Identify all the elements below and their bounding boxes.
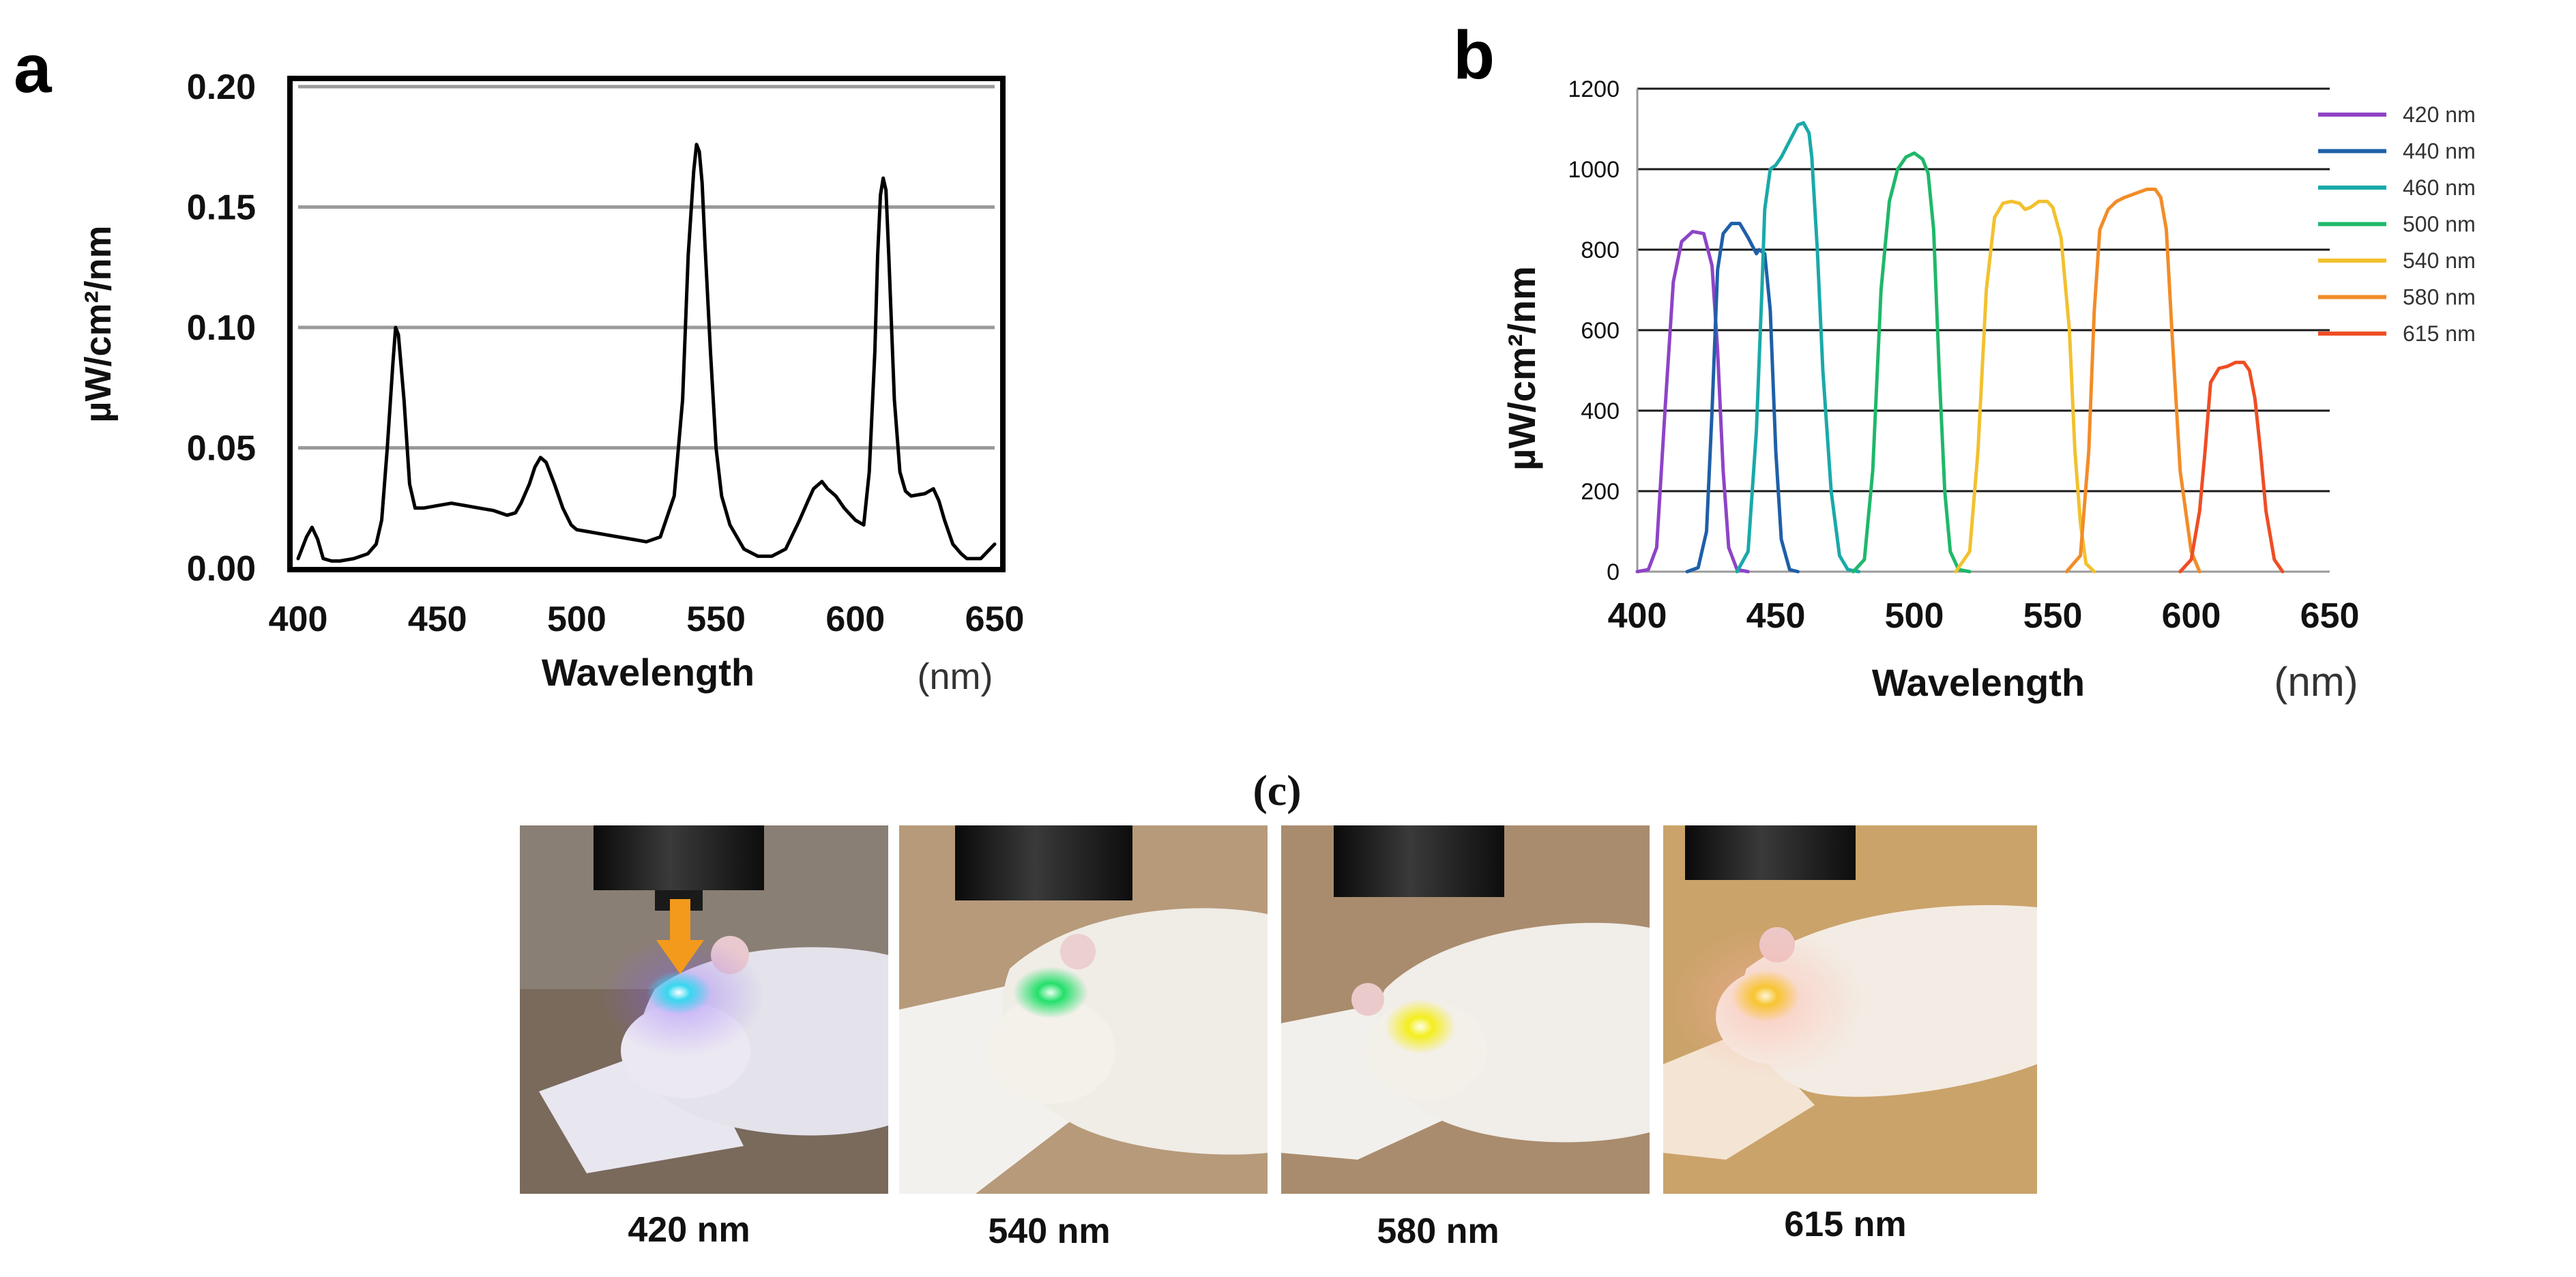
lamp-probe	[594, 825, 764, 890]
lamp-probe	[1334, 825, 1504, 897]
series-line-440-nm	[1685, 222, 1800, 574]
x-tick-label: 550	[2023, 596, 2083, 636]
panel-b-y-ticks: 0 200 400 600 800 1000 1200	[1568, 76, 1620, 585]
panel-a-x-ticks: 400 450 500 550 600 650	[269, 600, 1025, 639]
panel-a-letter: a	[14, 31, 53, 107]
x-tick-label: 550	[686, 600, 746, 639]
x-tick-label: 400	[1608, 596, 1667, 636]
x-tick-label: 450	[1746, 596, 1806, 636]
panel-c-label: (c)	[1253, 766, 1301, 814]
series-line-460-nm	[1735, 121, 1861, 574]
y-tick-label: 1200	[1568, 76, 1620, 102]
x-tick-label: 650	[2300, 596, 2360, 636]
light-spot	[1013, 967, 1088, 1018]
panel-a-x-unit: (nm)	[918, 656, 993, 697]
arrow-shaft	[670, 899, 690, 941]
series-line-615-nm	[2178, 360, 2285, 574]
panel-b-legend: 420 nm 440 nm 460 nm 500 nm 540 nm 580 nm 615 …	[2318, 102, 2476, 346]
photo-615nm: 615 nm	[1663, 825, 2037, 1244]
photo-540nm: 540 nm	[899, 825, 1268, 1251]
y-tick-label: 0.15	[187, 188, 256, 228]
series-line-580-nm	[2064, 188, 2201, 574]
x-tick-label: 500	[1885, 596, 1944, 636]
panel-b-x-axis-title: Wavelength	[1872, 661, 2085, 704]
light-spot	[646, 971, 712, 1014]
panel-b-series	[1635, 121, 2285, 574]
photo-580nm: 580 nm	[1281, 825, 1650, 1251]
photo-label-580: 580 nm	[1377, 1212, 1499, 1251]
y-tick-label: 0.05	[187, 429, 256, 469]
panel-a-series	[296, 143, 997, 563]
legend-label: 580 nm	[2403, 285, 2476, 310]
y-tick-label: 200	[1581, 479, 1620, 505]
y-tick-label: 800	[1581, 237, 1620, 263]
x-tick-label: 650	[965, 600, 1025, 639]
lamp-probe	[1685, 825, 1856, 880]
y-tick-label: 0.10	[187, 308, 256, 348]
photo-label-615: 615 nm	[1784, 1205, 1906, 1244]
legend-label: 615 nm	[2403, 321, 2476, 346]
panel-a-x-axis-title: Wavelength	[542, 651, 755, 694]
panel-a-y-ticks: 0.00 0.05 0.10 0.15 0.20	[187, 68, 256, 589]
rat-ear	[1060, 934, 1096, 969]
x-tick-label: 450	[408, 600, 467, 639]
series-line-broad-spectrum	[296, 143, 997, 563]
legend-label: 420 nm	[2403, 102, 2476, 127]
light-spot	[1731, 970, 1800, 1022]
photo-paper	[1663, 1030, 1815, 1160]
panel-b-y-axis-title: µW/cm²/nm	[1500, 266, 1543, 471]
x-tick-label: 600	[825, 600, 885, 639]
rat-ear	[1351, 983, 1384, 1016]
y-tick-label: 0.20	[187, 68, 256, 107]
legend-label: 440 nm	[2403, 139, 2476, 164]
panel-b-letter: b	[1453, 17, 1495, 93]
panel-a: a 0.00 0.05 0.10 0.15 0.20 400 450 500 550 600 65…	[14, 31, 1024, 697]
y-tick-label: 600	[1581, 318, 1620, 344]
y-tick-label: 400	[1581, 398, 1620, 424]
series-line-540-nm	[1954, 199, 2096, 574]
panel-a-y-axis-title: µW/cm²/nm	[78, 225, 119, 422]
x-tick-label: 500	[547, 600, 606, 639]
series-line-500-nm	[1852, 151, 1972, 574]
panel-b: b 0 200 400 600 800 1000 1200 400 450 500 550 600 6…	[1453, 17, 2476, 705]
x-tick-label: 600	[2162, 596, 2221, 636]
photo-label-420: 420 nm	[628, 1210, 750, 1250]
panel-a-gridlines	[298, 85, 995, 450]
y-tick-label: 0	[1607, 559, 1620, 585]
light-spot	[1385, 999, 1456, 1054]
lamp-probe	[955, 825, 1132, 900]
panel-c: (c) 420 nm 540 nm	[520, 766, 2037, 1251]
panel-b-x-ticks: 400 450 500 550 600 650	[1608, 596, 2360, 636]
series-line-420-nm	[1635, 229, 1750, 574]
y-tick-label: 1000	[1568, 157, 1620, 183]
y-tick-label: 0.00	[187, 549, 256, 589]
photo-label-540: 540 nm	[988, 1212, 1110, 1251]
panel-b-x-unit: (nm)	[2274, 659, 2358, 705]
rat-head	[986, 997, 1115, 1104]
panel-a-plot-frame	[287, 76, 1006, 572]
legend-label: 460 nm	[2403, 175, 2476, 200]
photo-420nm: 420 nm	[520, 825, 888, 1250]
legend-label: 540 nm	[2403, 248, 2476, 273]
legend-label: 500 nm	[2403, 212, 2476, 237]
orange-arrow-icon	[656, 940, 704, 974]
x-tick-label: 400	[269, 600, 328, 639]
